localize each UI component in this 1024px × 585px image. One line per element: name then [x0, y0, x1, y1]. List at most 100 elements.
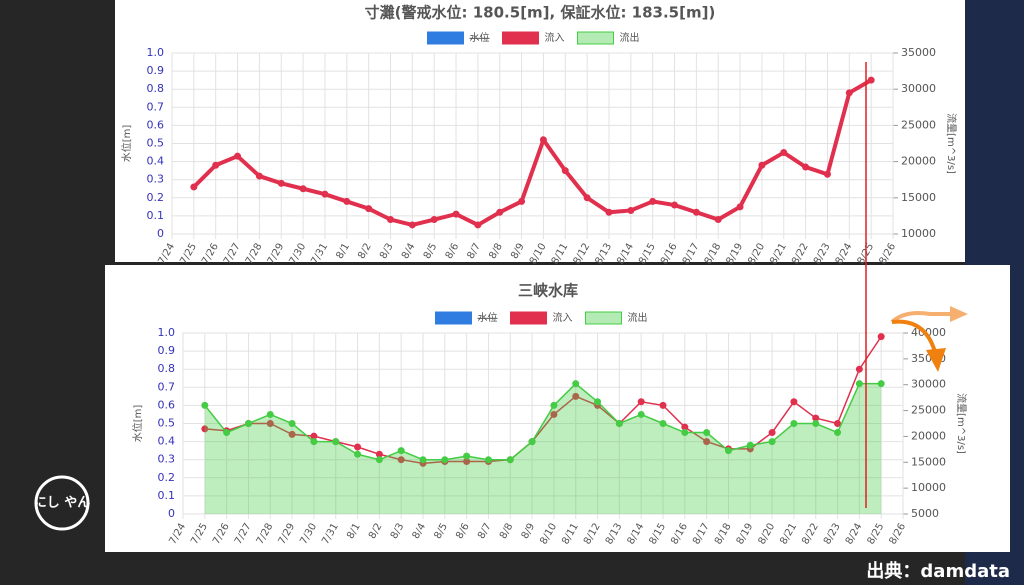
y-tick-label: 0.2 [158, 471, 176, 484]
point [681, 429, 689, 437]
legend-swatch [427, 31, 464, 45]
legend-label: 流入 [545, 31, 565, 44]
point [419, 456, 427, 464]
point [746, 441, 754, 449]
arrow-right [890, 311, 950, 324]
y2-tick-label: 15000 [901, 191, 936, 204]
point [223, 429, 231, 437]
point [365, 205, 373, 213]
point [758, 161, 766, 169]
point [790, 420, 798, 427]
point [550, 401, 558, 409]
point [375, 456, 383, 464]
y2-tick-label: 20000 [911, 429, 946, 442]
point [802, 163, 810, 171]
y2-tick-label: 25000 [901, 118, 936, 131]
point [649, 197, 657, 205]
point [790, 398, 798, 406]
point [692, 208, 700, 216]
point [299, 185, 307, 193]
point [397, 456, 405, 464]
y-tick-label: 1.0 [158, 326, 176, 339]
point [615, 420, 623, 427]
y2-axis-label: 流量[m^3/s] [945, 113, 958, 174]
legend-label: 流出 [628, 311, 648, 324]
point [288, 420, 296, 427]
point [823, 170, 831, 178]
point [659, 401, 667, 409]
point [288, 430, 296, 438]
point [343, 197, 351, 205]
point [190, 183, 198, 191]
point [518, 197, 526, 205]
y-tick-label: 0.9 [158, 344, 176, 357]
y2-tick-label: 10000 [911, 481, 946, 494]
point [659, 420, 667, 427]
point [768, 438, 776, 446]
arrow-right-head [950, 306, 968, 322]
point [255, 172, 263, 180]
point [332, 438, 340, 446]
y-tick-label: 0.9 [147, 64, 165, 77]
point [627, 206, 635, 214]
point [354, 443, 362, 451]
chart-title: 三峡水库 [518, 282, 578, 300]
point [572, 380, 580, 388]
point [539, 136, 547, 144]
y2-tick-label: 5000 [911, 507, 939, 520]
point [506, 456, 514, 464]
arrow-down-head [926, 348, 946, 372]
legend-swatch [502, 31, 539, 45]
y2-tick-label: 30000 [911, 378, 946, 391]
chart-title: 寸灘(警戒水位: 180.5[m], 保証水位: 183.5[m]) [365, 4, 716, 22]
point [594, 398, 602, 406]
series-line [204, 336, 882, 465]
point [605, 208, 613, 216]
y-axis-label: 水位[m] [120, 125, 133, 163]
point [780, 149, 788, 157]
y-tick-label: 0.5 [147, 137, 165, 150]
point [397, 447, 405, 455]
point [321, 190, 329, 198]
y-tick-label: 0.8 [158, 362, 176, 375]
point [201, 401, 209, 409]
point [834, 429, 842, 437]
point [583, 194, 591, 202]
y2-tick-label: 20000 [901, 155, 936, 168]
point [550, 410, 558, 418]
point [452, 210, 460, 218]
point [671, 201, 679, 209]
point [637, 398, 645, 406]
point [572, 392, 580, 400]
point [768, 429, 776, 437]
y-tick-label: 0 [157, 227, 164, 240]
legend-label: 流出 [620, 31, 640, 44]
point [867, 76, 875, 84]
point [266, 410, 274, 418]
y-tick-label: 0.6 [147, 118, 165, 131]
y2-tick-label: 35000 [901, 46, 936, 59]
point [234, 152, 242, 160]
point [310, 438, 318, 446]
point [834, 420, 842, 427]
logo: にし やん [34, 496, 91, 511]
point [430, 216, 438, 224]
legend-swatch [510, 311, 547, 325]
legend-swatch [435, 311, 472, 325]
point [714, 216, 722, 224]
point [266, 420, 274, 427]
point [484, 456, 492, 464]
point [724, 447, 732, 455]
point [703, 429, 711, 437]
y-tick-label: 0.2 [147, 191, 165, 204]
point [496, 208, 504, 216]
y-axis-label: 水位[m] [131, 405, 144, 443]
logo-ring [34, 475, 90, 531]
point [386, 216, 394, 224]
legend-label: 流入 [553, 311, 573, 324]
point [561, 167, 569, 175]
y-tick-label: 0.3 [147, 173, 165, 186]
point [877, 333, 885, 341]
point [877, 380, 885, 388]
